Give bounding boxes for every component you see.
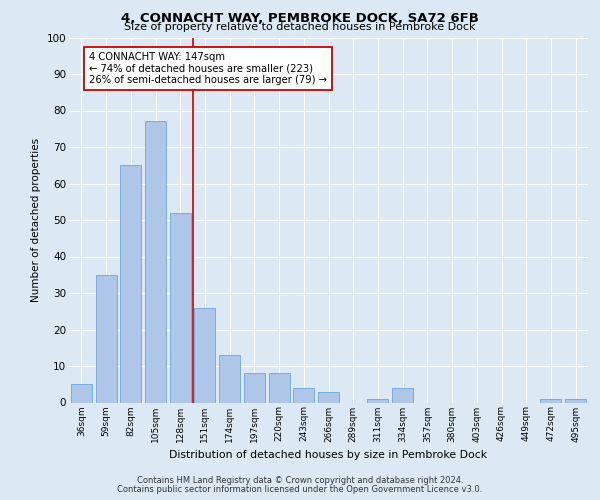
Text: Contains HM Land Registry data © Crown copyright and database right 2024.: Contains HM Land Registry data © Crown c… <box>137 476 463 485</box>
Y-axis label: Number of detached properties: Number of detached properties <box>31 138 41 302</box>
Bar <box>120 165 141 402</box>
Bar <box>367 399 388 402</box>
Bar <box>293 388 314 402</box>
Bar <box>318 392 339 402</box>
Bar <box>95 275 116 402</box>
Bar <box>565 399 586 402</box>
Text: Contains public sector information licensed under the Open Government Licence v3: Contains public sector information licen… <box>118 484 482 494</box>
Bar <box>145 122 166 402</box>
Bar <box>71 384 92 402</box>
Bar <box>194 308 215 402</box>
Bar <box>269 374 290 402</box>
Bar <box>170 212 191 402</box>
X-axis label: Distribution of detached houses by size in Pembroke Dock: Distribution of detached houses by size … <box>169 450 488 460</box>
Text: 4 CONNACHT WAY: 147sqm
← 74% of detached houses are smaller (223)
26% of semi-de: 4 CONNACHT WAY: 147sqm ← 74% of detached… <box>89 52 327 86</box>
Bar <box>244 374 265 402</box>
Bar <box>219 355 240 403</box>
Bar <box>541 399 562 402</box>
Text: Size of property relative to detached houses in Pembroke Dock: Size of property relative to detached ho… <box>124 22 476 32</box>
Text: 4, CONNACHT WAY, PEMBROKE DOCK, SA72 6FB: 4, CONNACHT WAY, PEMBROKE DOCK, SA72 6FB <box>121 12 479 26</box>
Bar <box>392 388 413 402</box>
